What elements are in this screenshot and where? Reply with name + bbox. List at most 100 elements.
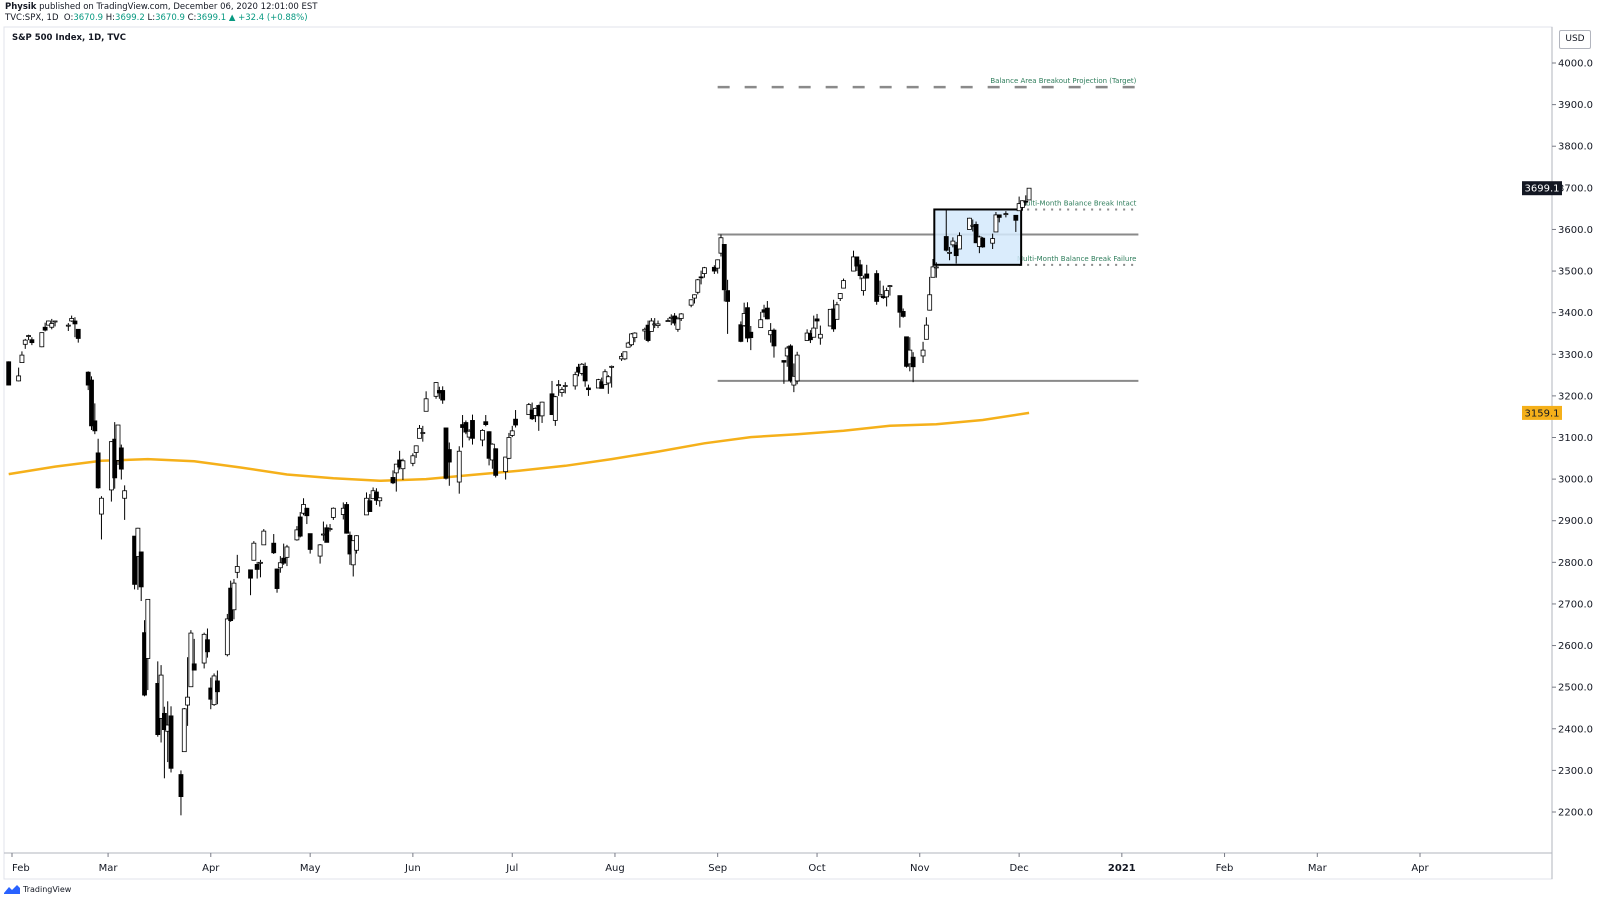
candle	[953, 241, 959, 264]
candle	[281, 543, 287, 565]
candle	[254, 561, 260, 579]
candle	[16, 367, 22, 382]
author-name: Physik	[5, 2, 37, 12]
candle-body	[586, 387, 591, 391]
candle	[745, 302, 750, 343]
candle	[344, 501, 350, 534]
footer-brand-text: TradingView	[23, 885, 72, 894]
candle	[52, 320, 58, 327]
y-tick-label: 2900.0	[1558, 516, 1593, 527]
candle-body	[317, 544, 323, 557]
candle-body	[205, 639, 210, 653]
candle-body	[748, 331, 754, 339]
candle-body	[92, 420, 98, 432]
candle-body	[181, 708, 187, 753]
candle	[168, 706, 174, 773]
candle	[933, 262, 939, 278]
low-value: 3670.9	[155, 13, 185, 23]
candle-body	[854, 256, 860, 267]
candle	[6, 361, 12, 386]
y-tick-label: 3000.0	[1558, 475, 1593, 486]
y-tick-label: 3300.0	[1558, 350, 1593, 361]
candle	[205, 628, 210, 658]
candle-body	[526, 404, 532, 416]
chart-frame	[3, 26, 1553, 880]
candle	[261, 529, 267, 546]
candle	[145, 598, 151, 691]
change-value: ▲ +32.4 (+0.88%)	[228, 13, 308, 23]
candle	[884, 287, 890, 307]
candle-body	[307, 533, 313, 550]
candle	[440, 386, 446, 404]
candle	[758, 311, 764, 329]
candle-body	[967, 217, 972, 230]
currency-selector[interactable]: USD	[1559, 30, 1591, 49]
y-tick-label: 2600.0	[1558, 641, 1593, 652]
candle-body	[629, 333, 634, 346]
candle	[297, 511, 303, 538]
candle	[135, 527, 141, 590]
x-tick-label: Sep	[708, 863, 727, 874]
ma-price-label: 3159.1	[1525, 408, 1560, 419]
candle	[552, 395, 558, 426]
candle	[234, 554, 240, 579]
candle-body	[781, 360, 787, 363]
candle-body	[715, 259, 721, 269]
x-tick-label: May	[300, 863, 321, 874]
candle	[390, 470, 396, 485]
candle-body	[145, 598, 151, 659]
candle	[410, 453, 416, 467]
candle	[861, 275, 866, 296]
candle-body	[559, 389, 565, 393]
candle	[771, 328, 777, 358]
candle-body	[861, 277, 866, 292]
candle	[354, 535, 359, 554]
candle	[605, 375, 611, 394]
candle-body	[390, 477, 396, 484]
y-tick-label: 2400.0	[1558, 724, 1593, 735]
high-value: 3699.2	[115, 13, 145, 23]
candle-body	[374, 491, 379, 501]
y-tick-label: 3200.0	[1558, 391, 1593, 402]
candle	[99, 496, 104, 540]
candle	[864, 264, 870, 279]
candle	[178, 770, 184, 816]
candle	[138, 551, 144, 602]
candle-body	[645, 324, 651, 341]
candle	[271, 534, 277, 555]
candle	[854, 256, 860, 272]
candle-body	[817, 333, 823, 339]
x-tick-label: Oct	[808, 863, 825, 874]
candle-body	[85, 371, 91, 386]
candle	[22, 338, 28, 349]
candle-body	[52, 320, 58, 323]
candle-body	[234, 566, 240, 573]
candle-body	[215, 680, 220, 693]
candle	[625, 341, 631, 348]
candle	[841, 278, 846, 289]
candle-body	[834, 304, 840, 320]
candle	[400, 458, 406, 480]
candle	[420, 425, 426, 442]
candle	[122, 485, 128, 520]
candle-body	[413, 445, 419, 453]
candle-body	[89, 379, 94, 427]
candle-body	[864, 273, 870, 279]
candle	[996, 214, 1002, 223]
candle	[675, 316, 681, 332]
candle	[470, 414, 475, 445]
candle-body	[46, 320, 51, 326]
candle-body	[562, 385, 568, 387]
candle-body	[480, 430, 485, 441]
candle	[304, 507, 310, 525]
candle	[539, 401, 545, 423]
candle	[377, 497, 383, 507]
candle	[69, 315, 75, 322]
candle-body	[582, 365, 588, 382]
level-annotation: Balance Area Breakout Projection (Target…	[990, 77, 1136, 85]
candle-body	[354, 535, 359, 551]
candle-body	[161, 712, 167, 731]
candle-body	[142, 632, 147, 696]
candle-body	[980, 237, 986, 248]
